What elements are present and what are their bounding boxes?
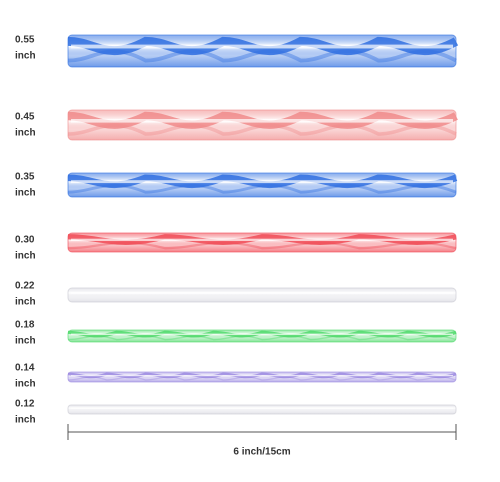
rod-size: 0.45 (15, 112, 35, 123)
rod-highlight (71, 292, 453, 294)
rod-size: 0.22 (15, 281, 35, 292)
rod-unit: inch (15, 379, 36, 390)
rod-size: 0.18 (15, 320, 35, 331)
rod-size: 0.55 (15, 35, 35, 46)
rod (67, 404, 457, 415)
rod (67, 232, 457, 253)
rod-unit: inch (15, 128, 36, 139)
rods: 0.55 inch 0.45 inch 0.35 inch 0.30 inch 0.22 inch… (15, 34, 459, 426)
rod-highlight (71, 180, 453, 184)
rod (67, 371, 457, 383)
rod-unit: inch (15, 297, 36, 308)
rod-unit: inch (15, 336, 36, 347)
rod-highlight (71, 238, 453, 241)
rod-size: 0.35 (15, 172, 35, 183)
rod (67, 34, 459, 68)
rod-highlight (71, 375, 453, 377)
rod-highlight (71, 119, 453, 123)
rod-swirl (67, 123, 457, 136)
rod (67, 287, 457, 303)
rod-body (67, 404, 457, 415)
rod (67, 109, 458, 141)
rod-size: 0.30 (15, 235, 35, 246)
rod-unit: inch (15, 251, 36, 262)
rod-unit: inch (15, 415, 36, 426)
rod-body (67, 287, 457, 303)
rod-size: 0.14 (15, 363, 35, 374)
rod-swirl (67, 376, 457, 381)
rod (67, 172, 458, 198)
rod-body (67, 371, 457, 383)
rod-swirl (67, 183, 457, 194)
rod (67, 329, 457, 343)
length-dimension: 6 inch/15cm (67, 424, 457, 458)
rod-unit: inch (15, 188, 36, 199)
length-label: 6 inch/15cm (233, 447, 290, 458)
rod-swirl (67, 241, 457, 250)
rod-swirl (67, 49, 457, 63)
rod-size: 0.12 (15, 399, 35, 410)
rod-highlight (71, 44, 453, 49)
rod-swirl (67, 335, 457, 341)
rod-highlight (71, 333, 453, 336)
rod-unit: inch (15, 51, 36, 62)
rod-highlight (71, 407, 453, 409)
